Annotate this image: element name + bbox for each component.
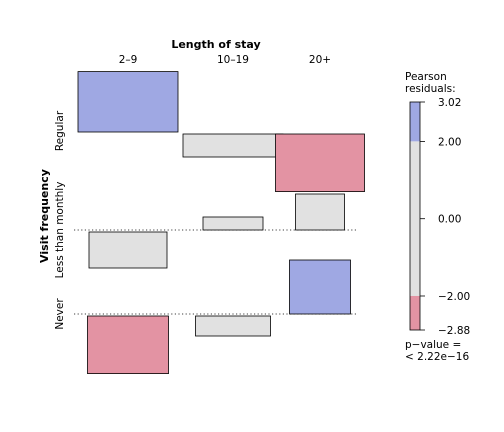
legend-title-line2: residuals: [405, 83, 456, 95]
row-label-never: Never [54, 298, 66, 330]
bar-2-1 [195, 315, 271, 337]
pvalue-line1: p−value = [405, 339, 461, 351]
column-variable-title: Length of stay [171, 38, 260, 51]
legend-tick-label-2: 0.00 [438, 214, 461, 226]
bar-0-1 [182, 133, 284, 158]
legend-color-bar [409, 101, 421, 331]
legend-bar-frame [409, 101, 421, 331]
bar-1-2 [295, 193, 345, 231]
column-label-2-9: 2–9 [119, 54, 138, 66]
row-variable-title: Visit frequency [38, 169, 51, 263]
legend-ticks: 3.02 2.00 0.00 −2.00 −2.88 [420, 97, 470, 337]
legend-tick-label-3: −2.00 [438, 291, 470, 303]
bar-0-0 [77, 71, 179, 133]
legend-segment-positive [410, 102, 420, 142]
row-baselines [74, 229, 358, 315]
column-label-20plus: 20+ [309, 54, 331, 66]
bar-1-0 [88, 231, 168, 269]
bar-1-1 [202, 216, 264, 231]
legend-tick-label-1: 2.00 [438, 136, 461, 148]
bar-0-2 [275, 133, 365, 192]
bar-2-2 [289, 259, 351, 315]
column-label-10-19: 10–19 [217, 54, 249, 66]
row-label-less-than-monthly: Less than monthly [54, 182, 66, 279]
legend-segment-neutral [410, 141, 420, 296]
legend-title-line1: Pearson [405, 71, 447, 83]
row-label-regular: Regular [54, 110, 66, 151]
legend-tick-label-0: 3.02 [438, 97, 461, 109]
legend-segment-negative [410, 295, 420, 330]
legend-tick-label-4: −2.88 [438, 325, 470, 337]
residual-bars [77, 71, 365, 374]
legend: Pearson residuals: 3.02 2.00 0.00 −2.00 −2.8… [405, 71, 470, 363]
bar-2-0 [87, 315, 169, 374]
pvalue-line2: < 2.22e−16 [405, 351, 469, 363]
